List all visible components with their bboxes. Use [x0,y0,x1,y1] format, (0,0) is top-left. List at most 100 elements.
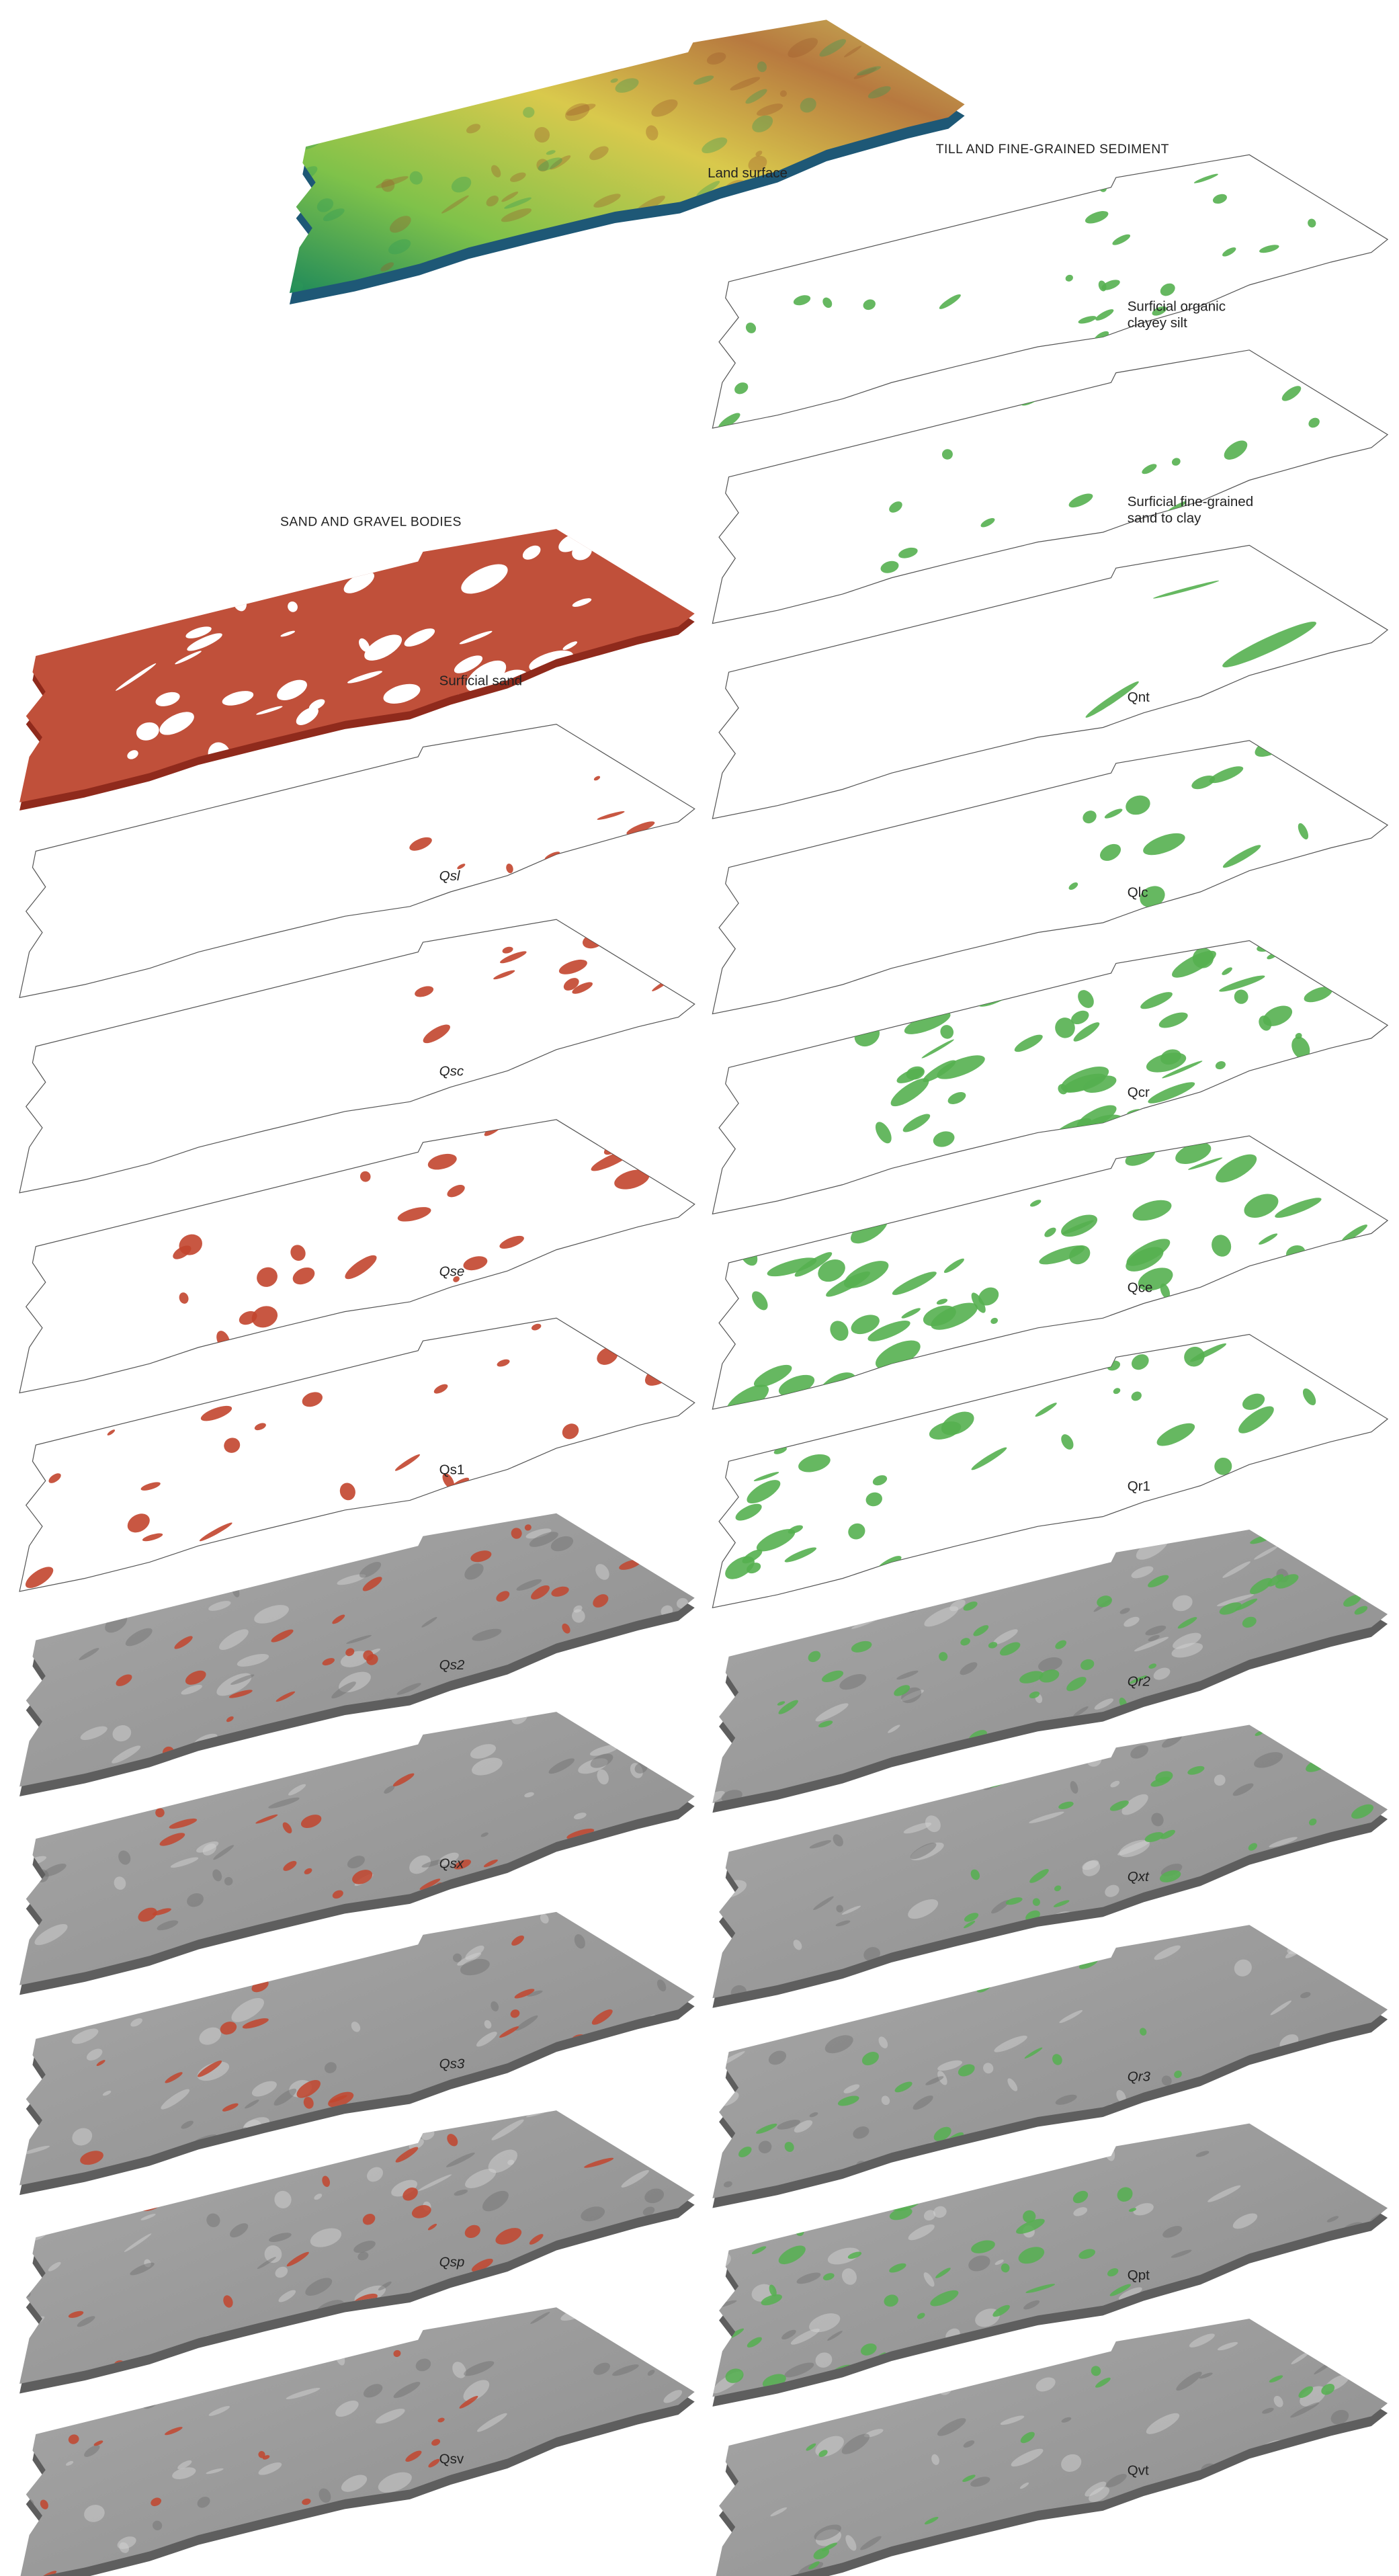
deposit-patch [1001,1149,1019,1164]
deposit-patch [1340,1274,1367,1294]
deposit-patch [1253,1079,1297,1106]
deposit-patch [931,2552,951,2565]
panel-label: Qs1 [439,1462,465,1478]
deposit-patch [289,1753,304,1765]
deposit-patch [989,2155,1012,2173]
deposit-patch [1349,2552,1370,2568]
deposit-patch [669,1730,680,1741]
deposit-patch [1017,2341,1026,2352]
deposit-patch [140,2399,150,2407]
deposit-patch [638,558,671,583]
deposit-patch [601,1134,630,1158]
deposit-patch [1185,1093,1232,1130]
deposit-patch [611,241,639,262]
deposit-patch [868,1603,888,1619]
deposit-patch [1023,2326,1045,2341]
deposit-patch [202,1171,232,1195]
panel-label: Qvt [1128,2463,1149,2479]
deposit-patch [671,2548,699,2567]
deposit-patch [1321,2075,1335,2087]
deposit-patch [1105,2538,1124,2552]
deposit-patch [1290,1677,1327,1707]
deposit-patch [331,1515,355,1532]
panel-label: Surficial fine-grained [1128,494,1253,509]
deposit-patch [538,1858,554,1874]
deposit-patch [1335,1517,1380,1552]
deposit-patch [969,1961,983,1972]
deposit-patch [1056,2129,1080,2145]
deposit-patch [822,239,831,247]
deposit-patch [110,1784,126,1796]
deposit-patch [402,69,436,93]
deposit-patch [968,964,1005,999]
deposit-patch [380,1331,415,1349]
deposit-patch [900,1962,911,1973]
deposit-patch [962,1968,986,1982]
deposit-patch [1038,1933,1074,1952]
deposit-patch [1127,1113,1180,1153]
deposit-patch [406,2528,443,2548]
deposit-patch [588,1288,620,1308]
deposit-patch [1335,1152,1372,1182]
deposit-patch [1350,1735,1378,1755]
deposit-patch [890,1364,906,1382]
deposit-patch [735,2227,749,2244]
deposit-patch [1361,1667,1370,1676]
deposit-patch [293,579,303,588]
page: TILL AND FINE-GRAINED SEDIMENT SAND AND … [0,0,1399,2576]
deposit-patch [1069,154,1095,173]
deposit-patch [1226,1901,1237,1911]
deposit-patch [1344,1173,1358,1192]
deposit-patch [882,1987,898,1997]
deposit-patch [660,216,695,237]
deposit-patch [170,1168,201,1196]
deposit-patch [631,2114,663,2132]
deposit-patch [370,2330,386,2342]
deposit-patch [886,1783,904,1796]
deposit-patch [1293,1539,1335,1558]
deposit-patch [612,2508,636,2524]
panel-label: Surficial organic [1128,299,1226,315]
deposit-patch [877,1188,921,1219]
deposit-patch [364,2134,394,2147]
deposit-patch [1086,545,1109,555]
deposit-patch [298,56,327,76]
deposit-patch [879,1378,902,1399]
deposit-patch [1341,1729,1354,1740]
deposit-patch [338,1942,359,1961]
deposit-patch [853,217,883,240]
deposit-patch [650,2255,666,2265]
deposit-patch [596,2110,625,2133]
deposit-patch [1156,329,1170,341]
deposit-patch [844,1593,859,1607]
deposit-patch [1256,1474,1268,1490]
deposit-patch [1300,1093,1319,1112]
deposit-patch [1150,1125,1181,1145]
deposit-patch [1161,2561,1181,2572]
heading: TILL AND FINE-GRAINED SEDIMENT [936,142,1169,157]
deposit-patch [558,886,568,896]
deposit-patch [1057,2130,1083,2149]
deposit-patch [545,2073,555,2084]
deposit-patch [1318,1747,1332,1765]
deposit-patch [861,1194,909,1223]
deposit-patch [58,1590,77,1604]
deposit-patch [1374,2233,1387,2243]
deposit-patch [972,371,994,388]
deposit-patch [642,2512,667,2529]
deposit-patch [862,1571,885,1583]
deposit-patch [1353,202,1369,215]
deposit-patch [487,2292,505,2311]
deposit-patch [1373,1573,1390,1591]
deposit-patch [1337,1933,1367,1954]
deposit-patch [201,1554,230,1572]
deposit-patch [280,2147,300,2159]
deposit-patch [1069,1549,1087,1561]
panel-label: Qr3 [1128,2069,1151,2085]
deposit-patch [1322,1552,1334,1562]
deposit-patch [380,16,398,27]
deposit-patch [1376,2186,1386,2194]
deposit-patch [1059,1752,1075,1768]
deposit-patch [1058,1944,1081,1964]
deposit-patch [573,1866,601,1879]
